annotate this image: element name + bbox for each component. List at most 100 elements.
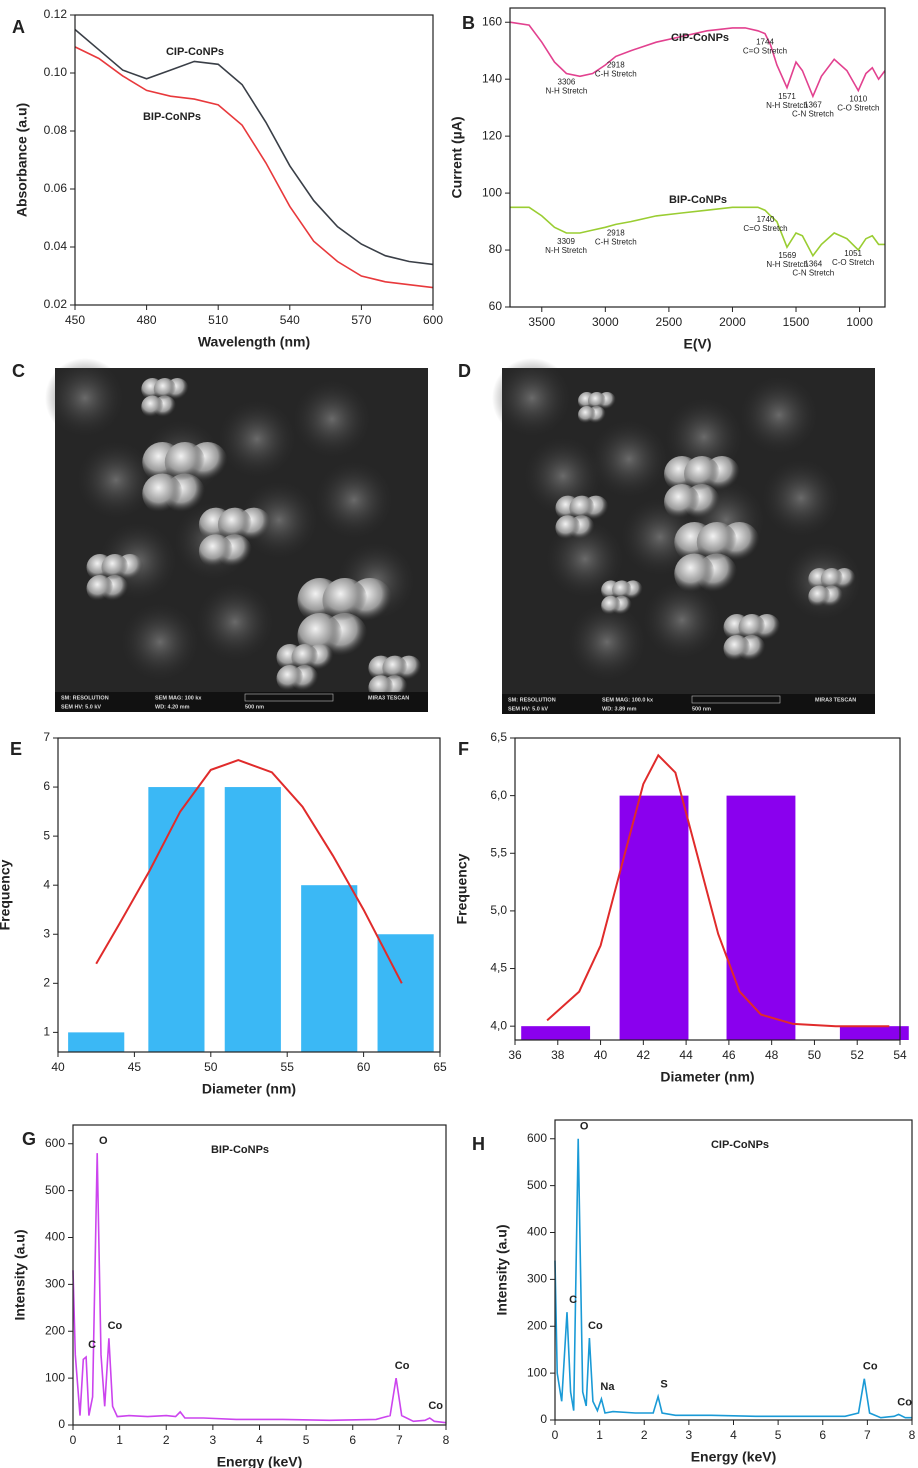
sem-particle (322, 578, 368, 623)
x-tick-label: 6 (349, 1433, 356, 1447)
x-tick-label: 480 (137, 313, 157, 327)
x-tick-label: 42 (637, 1048, 651, 1062)
x-axis-label: Diameter (nm) (202, 1081, 296, 1097)
y-tick-label: 600 (45, 1136, 65, 1150)
x-tick-label: 1000 (846, 315, 873, 329)
x-tick-label: 0 (552, 1428, 559, 1442)
peak-label: N-H Stretch (546, 87, 588, 96)
bar (619, 795, 689, 1040)
peak-label: Co (108, 1320, 123, 1332)
series-line (509, 21, 886, 99)
x-tick-label: 6 (819, 1428, 826, 1442)
y-tick-label: 500 (45, 1183, 65, 1197)
peak-label: C=O Stretch (743, 47, 787, 56)
sem-particle (674, 553, 715, 594)
sem-scale-bar (691, 695, 781, 704)
y-tick-label: 300 (45, 1277, 65, 1291)
peak-position: 1744 (756, 38, 774, 47)
peak-label: C-H Stretch (595, 238, 637, 247)
sem-haze (642, 580, 722, 660)
panel-letter: G (22, 1129, 36, 1149)
sem-info-text: 500 nm (245, 704, 264, 710)
y-tick-label: 100 (482, 185, 502, 199)
sem-haze (120, 602, 200, 682)
x-tick-label: 2500 (656, 315, 683, 329)
sem-haze (76, 440, 156, 520)
x-tick-label: 50 (204, 1060, 218, 1074)
x-tick-label: 50 (808, 1048, 822, 1062)
x-axis-label: E(V) (684, 336, 712, 352)
sem-info-text: SM: RESOLUTION (508, 697, 556, 703)
series-line (554, 1138, 912, 1419)
x-tick-label: 52 (851, 1048, 865, 1062)
y-tick-label: 500 (527, 1178, 547, 1192)
sem-info-bar (55, 692, 428, 712)
y-tick-label: 2 (43, 975, 50, 989)
sem-particle (291, 644, 319, 671)
x-tick-label: 4 (256, 1433, 263, 1447)
sem-haze (761, 458, 841, 538)
y-axis-label: Frequency (0, 859, 13, 930)
y-tick-label: 0.10 (44, 65, 68, 79)
sem-particle (142, 473, 183, 514)
peak-position: 1367 (804, 100, 822, 109)
peak-label: O (580, 1121, 589, 1133)
sem-particle (808, 585, 831, 608)
series-line (74, 28, 434, 266)
sem-haze (292, 379, 372, 459)
series-name: BIP-CoNPs (211, 1144, 269, 1156)
series-line (510, 206, 885, 258)
x-tick-label: 0 (70, 1433, 77, 1447)
peak-position: 1010 (849, 95, 867, 104)
x-tick-label: 7 (864, 1428, 871, 1442)
sem-info-text: SEM MAG: 100.0 kx (602, 697, 654, 703)
peak-position: 1364 (804, 259, 822, 268)
sem-haze (739, 375, 819, 455)
sem-haze (217, 399, 297, 479)
sem-particle (738, 614, 766, 641)
sem-particle (696, 522, 738, 563)
sem-particle (101, 554, 129, 581)
x-axis-label: Energy (keV) (691, 1449, 777, 1465)
y-tick-label: 400 (527, 1225, 547, 1239)
sem-info-text: WD: 4.20 mm (155, 704, 190, 710)
peak-label: C=O Stretch (743, 224, 787, 233)
panel-chart: H 0 1 2 3 4 5 6 7 8 0 100 200 300 400 500 600 Energy (keV… (472, 1119, 916, 1465)
sem-scale-bar (244, 693, 334, 702)
sem-particle (578, 406, 596, 424)
y-tick-label: 4,5 (490, 961, 507, 975)
series-name: BIP-CoNPs (669, 194, 727, 206)
plot-frame (57, 737, 441, 1053)
x-tick-label: 570 (351, 313, 371, 327)
panel-letter: D (458, 361, 471, 381)
y-tick-label: 3 (43, 926, 50, 940)
x-axis-label: Wavelength (nm) (198, 334, 310, 350)
sem-particle (555, 515, 581, 541)
sem-info-text: MIRA3 TESCAN (368, 695, 409, 701)
plot-frame (72, 1124, 447, 1426)
bar (68, 1032, 125, 1052)
x-tick-label: 540 (280, 313, 300, 327)
sem-particle (141, 395, 164, 418)
x-tick-label: 2 (641, 1428, 648, 1442)
sem-particle (569, 495, 595, 521)
peak-label: S (660, 1378, 667, 1390)
y-tick-label: 0.06 (44, 181, 68, 195)
sem-particle (820, 568, 844, 591)
sem-info-bar (502, 694, 875, 714)
sem-haze (567, 602, 647, 682)
x-tick-label: 1500 (783, 315, 810, 329)
series-line (74, 46, 434, 289)
y-tick-label: 300 (527, 1272, 547, 1286)
y-tick-label: 0.04 (44, 239, 68, 253)
bar (224, 787, 281, 1052)
peak-label: C (569, 1294, 577, 1306)
y-tick-label: 140 (482, 71, 502, 85)
x-tick-label: 3 (210, 1433, 217, 1447)
fit-curve (546, 753, 890, 1028)
x-tick-label: 1 (596, 1428, 603, 1442)
sem-particle (588, 392, 606, 410)
plot-frame (509, 7, 886, 308)
